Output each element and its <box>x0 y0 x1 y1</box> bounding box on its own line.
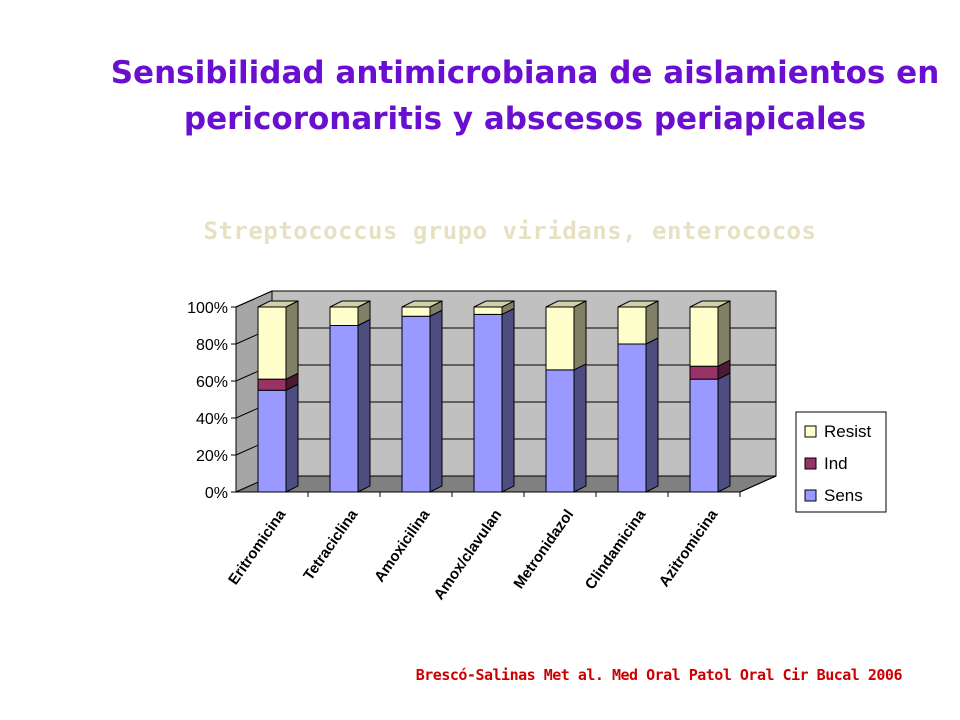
bar-ind-front <box>257 378 287 391</box>
bar-top <box>257 300 299 308</box>
x-tick-label: Clindamicina <box>582 506 650 593</box>
y-tick-label: 80% <box>196 337 228 354</box>
x-tick-label: Amox/clavulan <box>431 507 506 603</box>
legend-swatch-resist <box>804 425 817 438</box>
citation: Brescó-Salinas Met al. Med Oral Patol Or… <box>415 666 903 684</box>
legend-label-resist: Resist <box>824 422 872 441</box>
bar-top <box>401 300 443 308</box>
bar-sens-front <box>401 315 431 493</box>
legend-label-sens: Sens <box>824 486 863 505</box>
bar-resist-front <box>545 306 575 371</box>
chart-title: Sensibilidad antimicrobiana de aislamien… <box>0 50 960 142</box>
x-tick-label: Tetraciclina <box>300 506 361 584</box>
bar-sens-side <box>645 337 659 493</box>
legend-swatch-sens <box>804 489 817 502</box>
bar-resist-front <box>257 306 287 380</box>
title-line-2: pericoronaritis y abscesos periapicales <box>183 101 867 137</box>
bar-resist-front <box>329 306 359 326</box>
bar-sens-side <box>501 307 515 493</box>
y-tick-label: 20% <box>196 448 228 465</box>
chart-subtitle: Streptococcus grupo viridans, enterococo… <box>203 217 817 245</box>
bar-resist-front <box>617 306 647 345</box>
bar-sens-side <box>717 372 731 493</box>
bar-top <box>689 300 731 308</box>
bar-ind-front <box>689 365 719 380</box>
x-tick-label: Metronidazol <box>510 507 577 593</box>
y-tick-label: 100% <box>187 300 228 317</box>
bar-sens-side <box>429 309 443 493</box>
bar-resist-front <box>689 306 719 367</box>
bar-sens-front <box>329 325 359 493</box>
bar-resist-front <box>401 306 431 317</box>
x-tick-label: Azitromicina <box>656 506 722 590</box>
legend-label-ind: Ind <box>824 454 848 473</box>
bar-sens-side <box>573 363 587 493</box>
bar-top <box>617 300 659 308</box>
y-tick-label: 0% <box>205 485 228 502</box>
bar-resist-front <box>473 306 503 315</box>
title-line-1: Sensibilidad antimicrobiana de aislamien… <box>110 55 940 91</box>
bar-resist-side <box>717 300 731 368</box>
x-tick-label: Amoxicilina <box>371 506 434 585</box>
bar-resist-side <box>285 300 299 380</box>
bar-sens-front <box>617 343 647 493</box>
bar-top <box>545 300 587 308</box>
bar-sens-front <box>689 378 719 493</box>
bar-top <box>473 300 515 308</box>
y-tick-label: 60% <box>196 374 228 391</box>
y-tick-label: 40% <box>196 411 228 428</box>
bar-resist-side <box>573 300 587 371</box>
bar-sens-front <box>473 313 503 493</box>
floor-edge <box>739 475 777 493</box>
bar-sens-front <box>545 369 575 493</box>
bar-sens-side <box>357 318 371 493</box>
gridline <box>235 290 776 308</box>
bar-sens-front <box>257 389 287 493</box>
bar-top <box>329 300 371 308</box>
bar-sens-side <box>285 383 299 493</box>
legend-swatch-ind <box>804 457 817 470</box>
bar-resist-side <box>645 300 659 345</box>
x-tick-label: Eritromicina <box>225 506 290 588</box>
